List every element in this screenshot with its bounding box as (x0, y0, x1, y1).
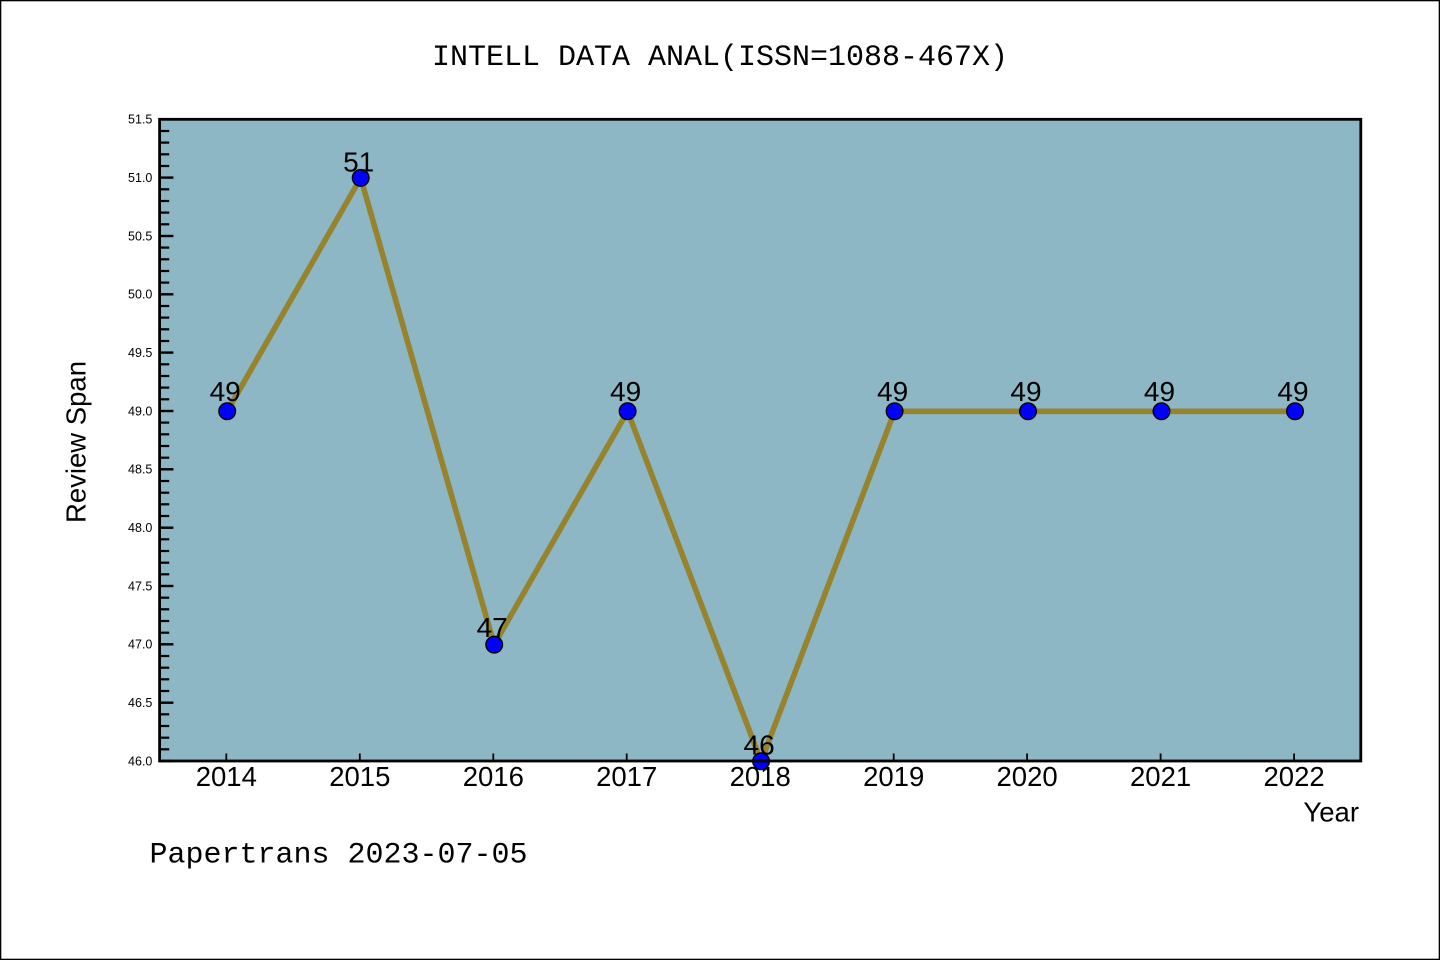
svg-text:Papertrans 2023-07-05: Papertrans 2023-07-05 (150, 839, 528, 873)
svg-text:49: 49 (610, 376, 641, 407)
svg-text:46.5: 46.5 (128, 696, 152, 710)
svg-text:51.5: 51.5 (128, 113, 152, 127)
svg-text:48.0: 48.0 (128, 521, 152, 535)
svg-text:2020: 2020 (997, 761, 1058, 792)
svg-text:INTELL DATA ANAL(ISSN=1088-467: INTELL DATA ANAL(ISSN=1088-467X) (432, 41, 1008, 75)
svg-text:50.5: 50.5 (128, 229, 152, 243)
svg-text:47.0: 47.0 (128, 638, 152, 652)
svg-text:49: 49 (877, 376, 908, 407)
svg-text:51.0: 51.0 (128, 171, 152, 185)
svg-text:2021: 2021 (1130, 761, 1191, 792)
svg-text:2016: 2016 (463, 761, 524, 792)
svg-text:49: 49 (1144, 376, 1175, 407)
svg-text:50.0: 50.0 (128, 288, 152, 302)
svg-text:2017: 2017 (596, 761, 657, 792)
svg-text:47: 47 (477, 612, 508, 643)
svg-text:49: 49 (1277, 376, 1308, 407)
svg-text:51: 51 (343, 146, 374, 177)
svg-text:49.5: 49.5 (128, 346, 152, 360)
svg-text:46: 46 (744, 730, 775, 761)
svg-text:48.5: 48.5 (128, 463, 152, 477)
svg-text:2015: 2015 (329, 761, 390, 792)
svg-text:2014: 2014 (196, 761, 257, 792)
svg-text:Year: Year (1303, 796, 1359, 827)
svg-text:2018: 2018 (730, 761, 791, 792)
svg-text:49: 49 (210, 376, 241, 407)
svg-text:49.0: 49.0 (128, 404, 152, 418)
svg-text:49: 49 (1010, 376, 1041, 407)
svg-text:2022: 2022 (1264, 761, 1325, 792)
svg-text:47.5: 47.5 (128, 579, 152, 593)
svg-text:46.0: 46.0 (128, 754, 152, 768)
svg-text:2019: 2019 (863, 761, 924, 792)
svg-text:Review Span: Review Span (61, 361, 92, 523)
